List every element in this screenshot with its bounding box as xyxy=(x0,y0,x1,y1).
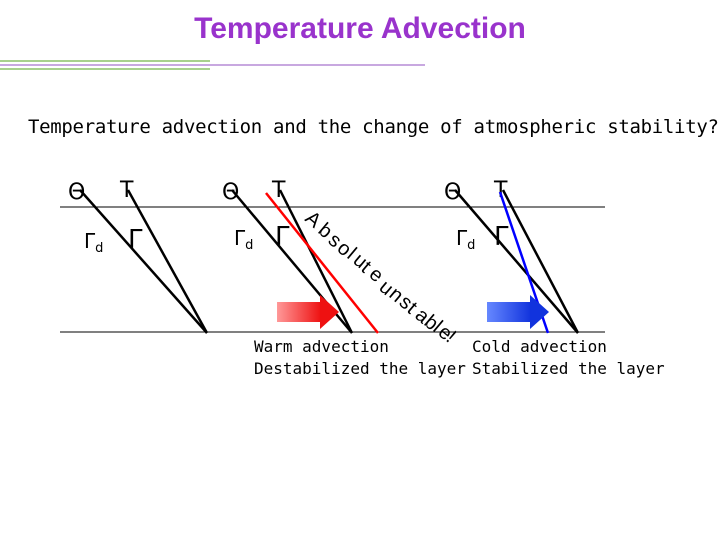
dry-lapse-rate-label: Γd xyxy=(456,226,475,253)
lapse-rate-label: Γ xyxy=(494,222,509,252)
environmental-lapse-line xyxy=(126,189,209,334)
environmental-lapse-line xyxy=(501,189,580,334)
temperature-label: T xyxy=(493,178,508,203)
temperature-label: T xyxy=(119,178,134,203)
theta-label: Θ xyxy=(444,180,461,205)
dry-adiabat-line xyxy=(79,189,208,334)
caption-line: Warm advection xyxy=(254,337,389,356)
caption-line: Stabilized the layer xyxy=(472,359,665,378)
warm-advection-profile-line xyxy=(265,192,379,334)
theta-label: Θ xyxy=(222,180,239,205)
title-underline xyxy=(0,60,210,62)
page-title: Temperature Advection xyxy=(194,12,526,45)
theta-label: Θ xyxy=(68,180,85,205)
title-underline xyxy=(0,68,210,70)
panel-warm: Θ T Γd Γ A b s o l u t e u n s t a b l e… xyxy=(222,178,460,347)
panel-initial: Θ T Γd Γ xyxy=(68,178,209,334)
warm-advection-arrow xyxy=(277,295,339,329)
caption-line: Cold advection xyxy=(472,337,607,356)
warm-advection-caption: Warm advection Destabilized the layer xyxy=(254,336,466,380)
panel-cold: Θ T Γd Γ xyxy=(444,178,580,334)
dry-lapse-rate-label: Γd xyxy=(84,229,103,256)
lapse-rate-label: Γ xyxy=(128,225,143,255)
cold-advection-arrow xyxy=(487,295,549,329)
cold-advection-caption: Cold advection Stabilized the layer xyxy=(472,336,665,380)
environmental-lapse-line xyxy=(278,189,354,334)
dry-adiabat-line xyxy=(454,189,579,334)
dry-lapse-rate-label: Γd xyxy=(234,226,253,253)
caption-line: Destabilized the layer xyxy=(254,359,466,378)
lapse-rate-label: Γ xyxy=(275,222,290,252)
subtitle: Temperature advection and the change of … xyxy=(28,116,719,138)
title-underline xyxy=(0,64,425,66)
